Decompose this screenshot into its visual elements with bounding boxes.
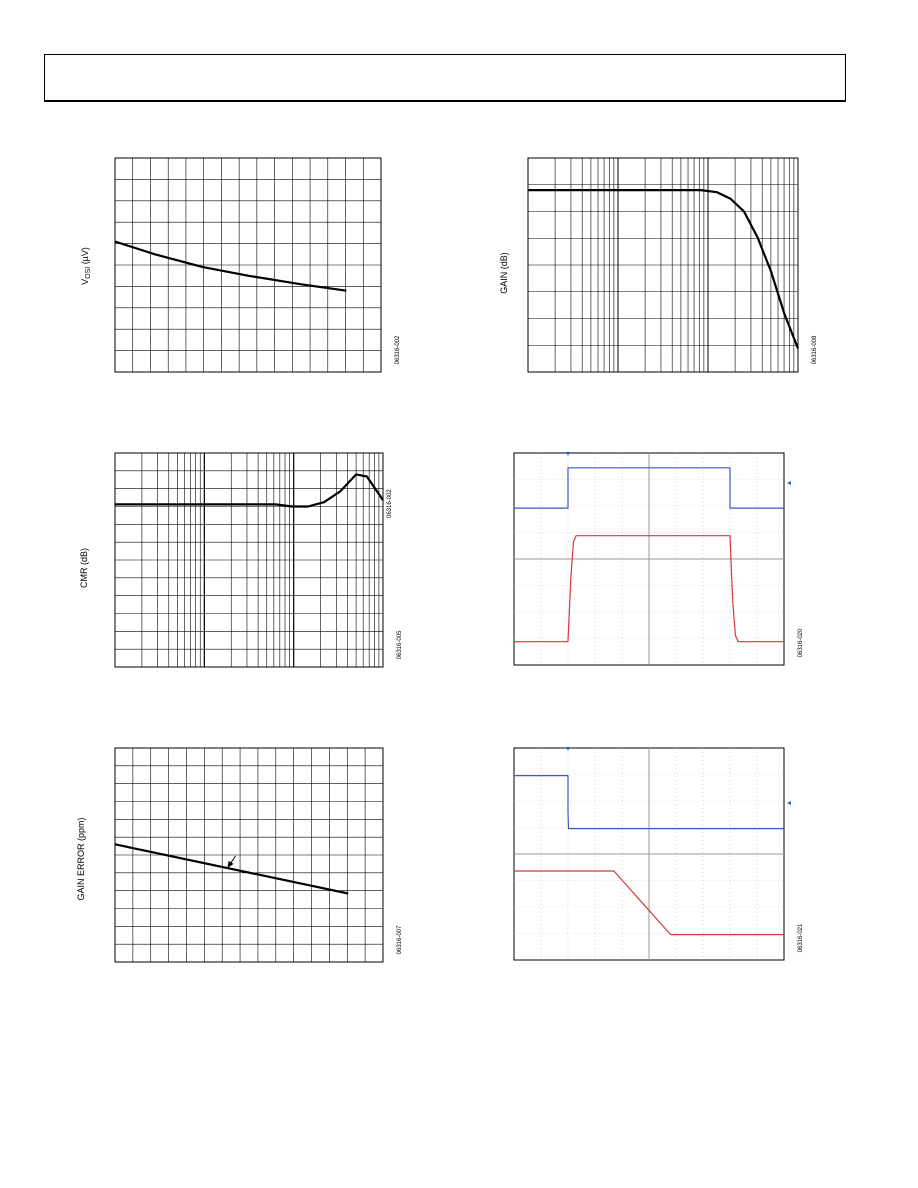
series-line-2	[514, 870, 784, 936]
trigger-marker-icon	[566, 747, 570, 751]
figure-code-text: 06316-002	[395, 335, 401, 364]
figure-code-text: 06316-005	[397, 630, 403, 659]
vosi-y-axis-label: VOSI (µV)	[80, 247, 92, 285]
trigger-level-icon	[787, 801, 791, 805]
page-header-box	[44, 54, 846, 102]
series-line-1	[514, 774, 784, 830]
trigger-marker-icon	[566, 452, 570, 456]
cmr-y-axis-label: CMR (dB)	[79, 548, 89, 588]
figure-code-text: 06316-020	[798, 628, 804, 657]
figure-code-text: 06316-021	[798, 923, 804, 952]
scope2-chart: 06316-021	[513, 747, 804, 961]
gain-error-chart: 06316-007	[114, 747, 403, 963]
cmr-chart-panel: CMR (dB) 06316-005	[60, 445, 410, 685]
gain-y-axis-label: GAIN (dB)	[499, 252, 509, 294]
series-line-1	[114, 240, 347, 292]
series-line-1	[528, 188, 800, 349]
figure-code-text: 06316-007	[397, 925, 403, 954]
cmr-chart: 06316-005	[114, 452, 403, 668]
scope2-chart-panel: 06316-021	[480, 740, 830, 980]
scope1-chart: 06316-020	[513, 452, 804, 666]
gain-chart-panel: GAIN (dB) 06316-008	[480, 150, 830, 390]
series-line-1	[514, 467, 784, 509]
gain-error-chart-panel: GAIN ERROR (ppm) 06316-007	[60, 740, 410, 980]
series-line-1	[115, 473, 384, 508]
series-line-2	[514, 535, 784, 643]
figure-code-text: 06316-008	[812, 335, 818, 364]
series-line-1	[114, 843, 349, 895]
vosi-chart: 06316-002	[114, 157, 401, 373]
annotation-arrowhead	[227, 860, 234, 868]
vosi-chart-panel: VOSI (µV) 06316-002 06316-002	[60, 150, 410, 518]
gain-error-y-axis-label: GAIN ERROR (ppm)	[76, 817, 86, 901]
gain-chart: 06316-008	[527, 157, 818, 373]
scope1-chart-panel: 06316-020	[480, 445, 830, 685]
trigger-level-icon	[787, 481, 791, 485]
